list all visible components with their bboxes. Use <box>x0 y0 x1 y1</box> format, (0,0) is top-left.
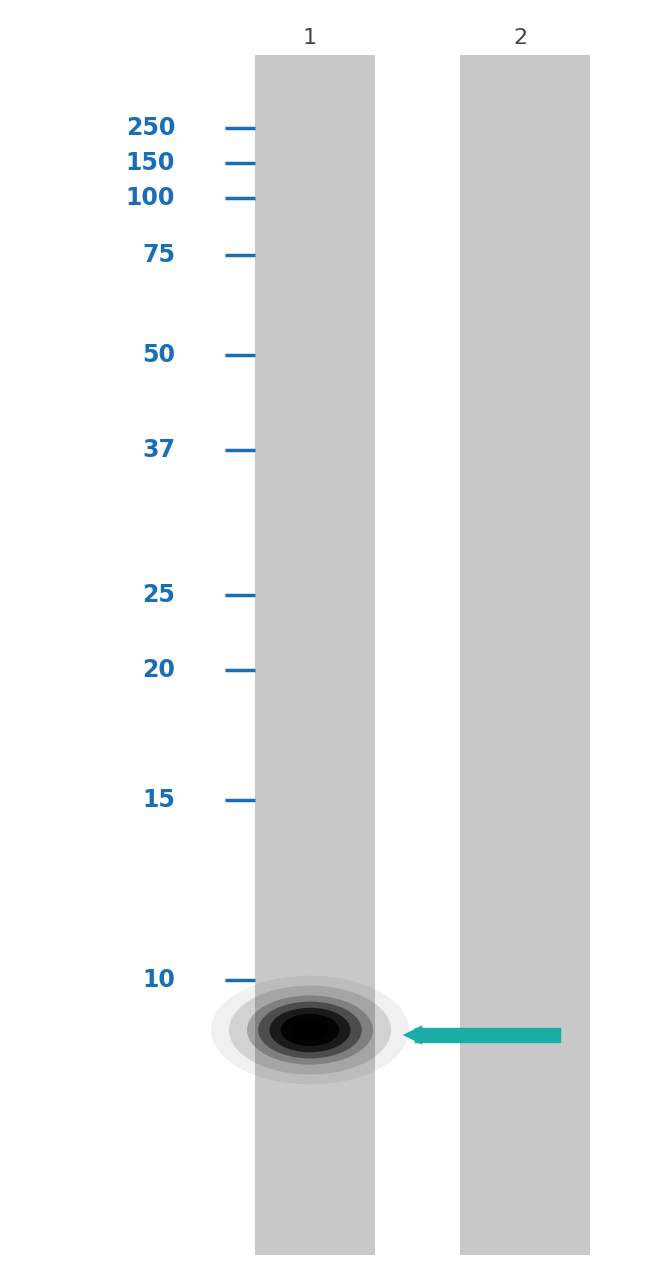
Text: 150: 150 <box>125 151 175 175</box>
Ellipse shape <box>281 1013 339 1046</box>
Ellipse shape <box>270 1008 350 1053</box>
Text: 250: 250 <box>125 116 175 140</box>
Text: 75: 75 <box>142 243 175 267</box>
Text: 100: 100 <box>125 185 175 210</box>
Ellipse shape <box>292 1020 328 1040</box>
Text: 1: 1 <box>303 28 317 48</box>
Ellipse shape <box>211 975 409 1085</box>
Ellipse shape <box>229 986 391 1074</box>
Bar <box>255 55 375 1255</box>
Text: 10: 10 <box>142 968 175 992</box>
Text: 2: 2 <box>513 28 527 48</box>
Ellipse shape <box>247 996 373 1064</box>
Text: 15: 15 <box>142 787 175 812</box>
Text: 20: 20 <box>142 658 175 682</box>
Text: 50: 50 <box>142 343 175 367</box>
Text: 25: 25 <box>142 583 175 607</box>
Text: 37: 37 <box>142 438 175 462</box>
Bar <box>460 55 590 1255</box>
Ellipse shape <box>258 1002 362 1058</box>
